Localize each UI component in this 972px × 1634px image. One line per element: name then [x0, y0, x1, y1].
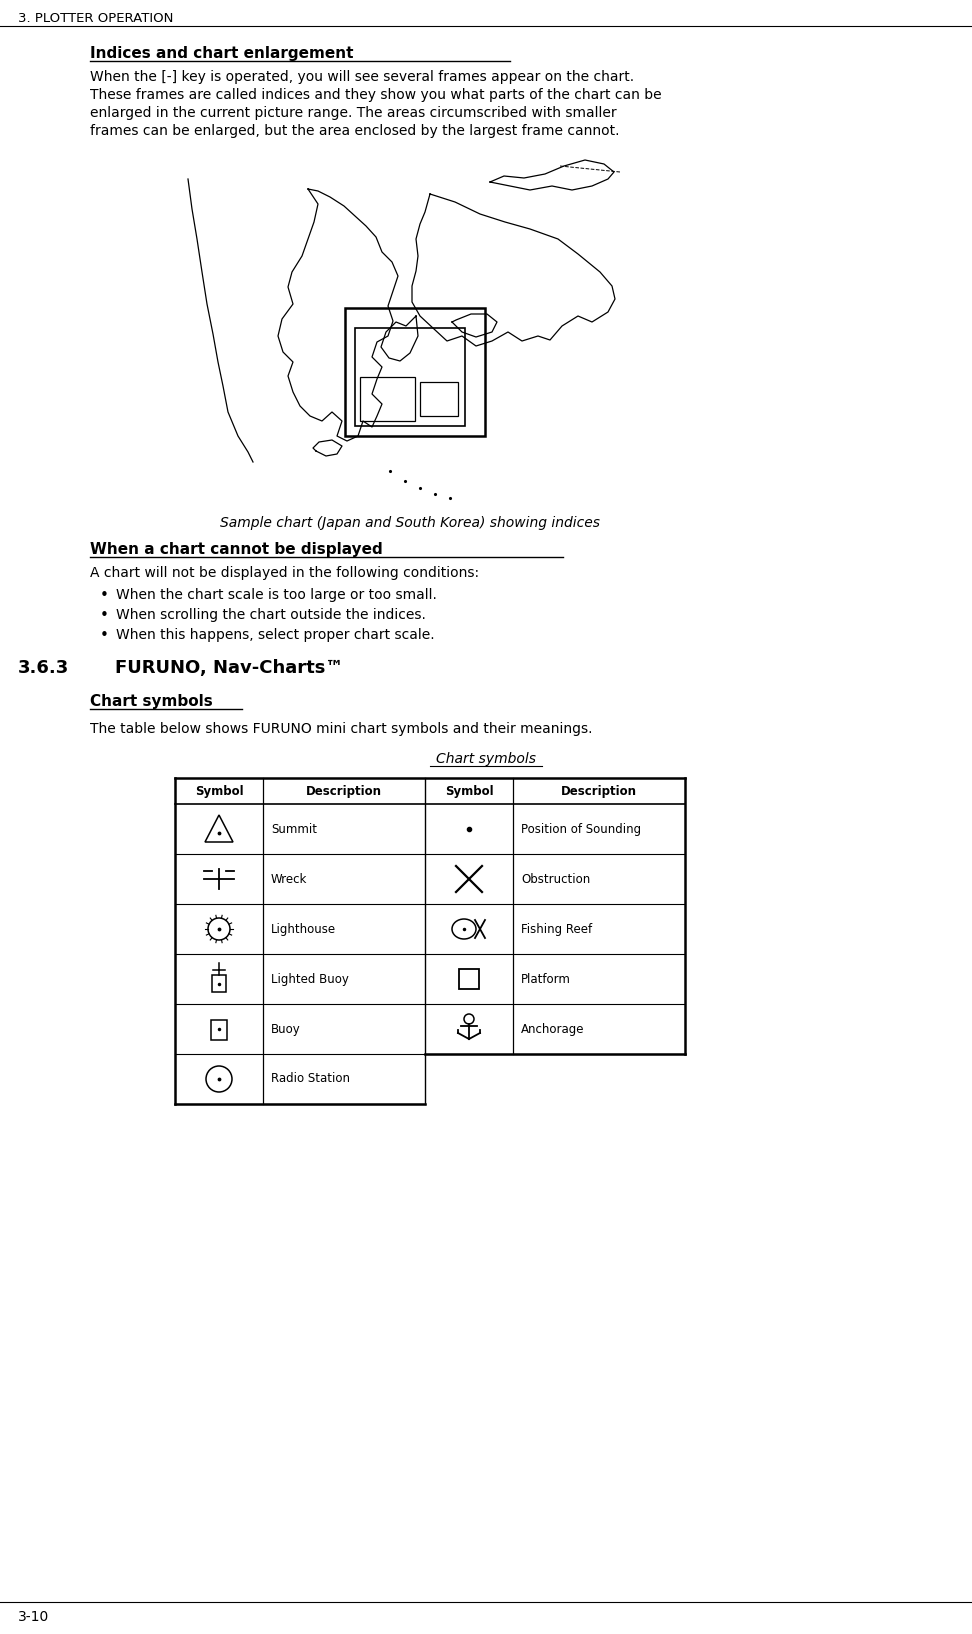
Text: Wreck: Wreck	[271, 873, 307, 886]
Bar	[355, 328, 465, 426]
Text: Lighthouse: Lighthouse	[271, 923, 336, 936]
Text: Obstruction: Obstruction	[521, 873, 590, 886]
Text: Description: Description	[306, 784, 382, 797]
Text: enlarged in the current picture range. The areas circumscribed with smaller: enlarged in the current picture range. T…	[90, 106, 616, 119]
Text: frames can be enlarged, but the area enclosed by the largest frame cannot.: frames can be enlarged, but the area enc…	[90, 124, 619, 137]
Bar	[360, 377, 415, 422]
Bar	[212, 975, 226, 992]
Text: Radio Station: Radio Station	[271, 1072, 350, 1085]
Text: 3-10: 3-10	[18, 1609, 50, 1624]
Text: Fishing Reef: Fishing Reef	[521, 923, 592, 936]
Text: 3.6.3: 3.6.3	[18, 659, 69, 676]
Text: Position of Sounding: Position of Sounding	[521, 822, 642, 835]
Text: •: •	[100, 588, 109, 603]
Text: Indices and chart enlargement: Indices and chart enlargement	[90, 46, 354, 60]
Bar	[211, 1020, 227, 1039]
Text: When the chart scale is too large or too small.: When the chart scale is too large or too…	[116, 588, 436, 601]
Text: Lighted Buoy: Lighted Buoy	[271, 972, 349, 985]
Bar	[420, 382, 458, 417]
Text: When this happens, select proper chart scale.: When this happens, select proper chart s…	[116, 627, 434, 642]
Text: Platform: Platform	[521, 972, 571, 985]
Text: A chart will not be displayed in the following conditions:: A chart will not be displayed in the fol…	[90, 565, 479, 580]
Text: Symbol: Symbol	[444, 784, 494, 797]
Bar	[459, 969, 479, 989]
Text: Description: Description	[561, 784, 637, 797]
Text: 3. PLOTTER OPERATION: 3. PLOTTER OPERATION	[18, 11, 173, 25]
Bar	[345, 307, 485, 436]
Text: FURUNO, Nav-Charts™: FURUNO, Nav-Charts™	[115, 659, 343, 676]
Text: Summit: Summit	[271, 822, 317, 835]
Text: Sample chart (Japan and South Korea) showing indices: Sample chart (Japan and South Korea) sho…	[220, 516, 600, 529]
Text: When the [-] key is operated, you will see several frames appear on the chart.: When the [-] key is operated, you will s…	[90, 70, 634, 83]
Text: Symbol: Symbol	[194, 784, 243, 797]
Text: •: •	[100, 627, 109, 644]
Text: These frames are called indices and they show you what parts of the chart can be: These frames are called indices and they…	[90, 88, 662, 101]
Text: The table below shows FURUNO mini chart symbols and their meanings.: The table below shows FURUNO mini chart …	[90, 722, 593, 735]
Text: When scrolling the chart outside the indices.: When scrolling the chart outside the ind…	[116, 608, 426, 623]
Text: Chart symbols: Chart symbols	[436, 752, 536, 766]
Text: Chart symbols: Chart symbols	[90, 694, 213, 709]
Text: Anchorage: Anchorage	[521, 1023, 584, 1036]
Text: Buoy: Buoy	[271, 1023, 300, 1036]
Text: •: •	[100, 608, 109, 623]
Text: When a chart cannot be displayed: When a chart cannot be displayed	[90, 542, 383, 557]
